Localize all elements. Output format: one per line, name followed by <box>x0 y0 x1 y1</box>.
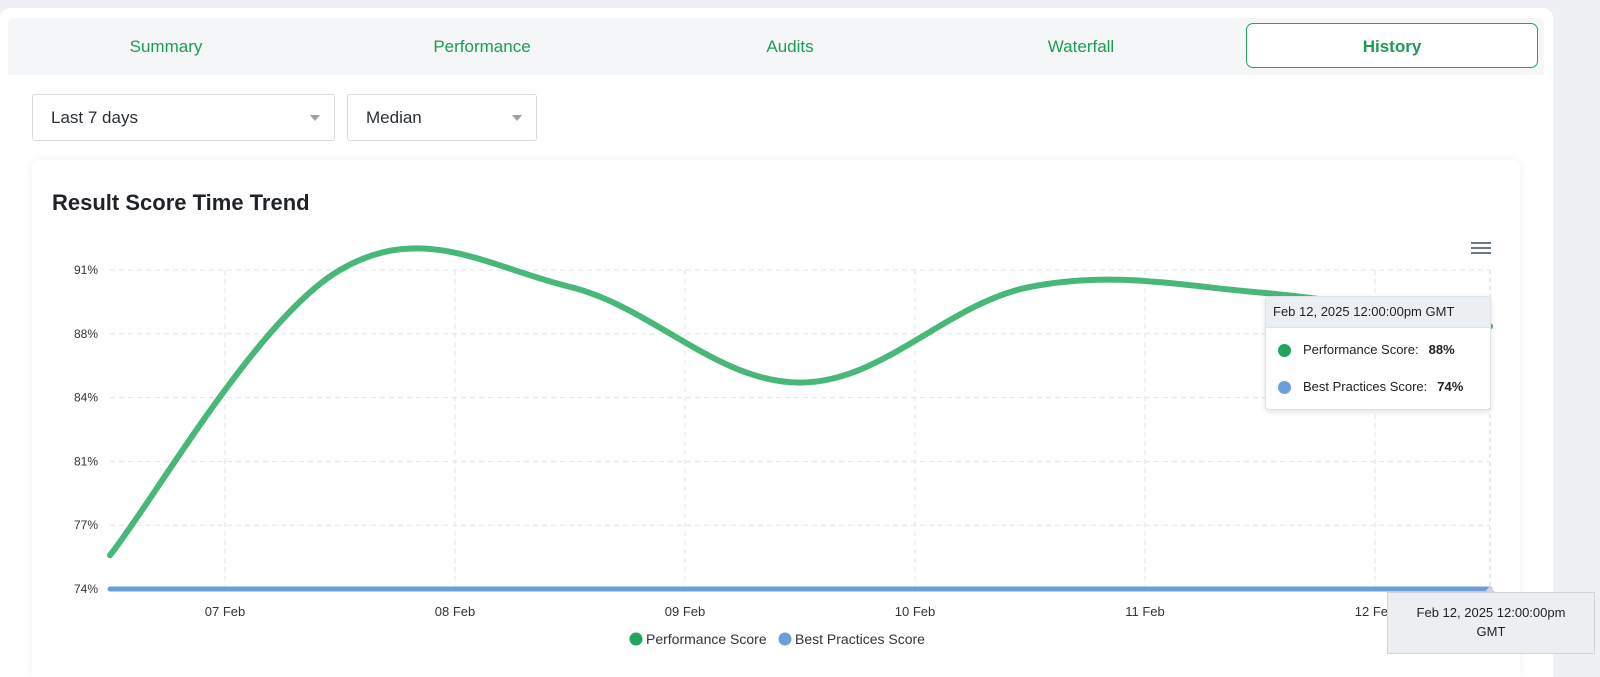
aggregate-select[interactable]: Median <box>347 94 537 141</box>
tooltip-row-best-practices: Best Practices Score: 74% <box>1278 377 1463 397</box>
date-range-select[interactable]: Last 7 days <box>32 94 335 141</box>
legend-label-best-practices: Best Practices Score <box>795 631 925 647</box>
tooltip-label: Performance Score: <box>1303 342 1419 357</box>
chevron-down-icon <box>310 115 320 121</box>
tab-summary[interactable]: Summary <box>129 37 203 56</box>
tab-audits[interactable]: Audits <box>766 37 814 56</box>
x-axis-tooltip-line1: Feb 12, 2025 12:00:00pm <box>1416 605 1566 620</box>
tab-history[interactable]: History <box>1246 23 1538 68</box>
performance-dot-icon <box>1278 343 1291 357</box>
x-tick-label: 09 Feb <box>665 604 705 619</box>
legend-label-performance: Performance Score <box>646 631 767 647</box>
chart-title: Result Score Time Trend <box>52 190 310 215</box>
y-tick-label: 88% <box>74 327 98 341</box>
y-tick-label: 84% <box>74 391 98 405</box>
y-tick-label: 91% <box>74 263 98 277</box>
date-range-value: Last 7 days <box>51 108 138 127</box>
x-tick-label: 12 Feb <box>1355 604 1395 619</box>
tooltip-arrow <box>1484 586 1496 593</box>
tooltip-row-performance: Performance Score: 88% <box>1278 340 1455 360</box>
x-tick-label: 10 Feb <box>895 604 935 619</box>
tab-waterfall[interactable]: Waterfall <box>1047 37 1115 56</box>
point-tooltip: Feb 12, 2025 12:00:00pm GMT Performance … <box>1265 296 1491 410</box>
x-tick-label: 07 Feb <box>205 604 245 619</box>
tooltip-header: Feb 12, 2025 12:00:00pm GMT <box>1266 297 1490 328</box>
legend-marker-best-practices <box>778 632 792 646</box>
tooltip-value: 74% <box>1437 379 1464 394</box>
y-tick-label: 81% <box>74 454 98 468</box>
x-axis-tooltip: Feb 12, 2025 12:00:00pm GMT <box>1387 586 1595 654</box>
tooltip-value: 88% <box>1428 342 1455 357</box>
x-tick-label: 08 Feb <box>435 604 475 619</box>
legend-marker-performance <box>629 632 643 646</box>
tooltip-label: Best Practices Score: <box>1303 379 1428 394</box>
x-axis-tooltip-line2: GMT <box>1476 624 1506 639</box>
series-line-performance <box>107 245 1493 559</box>
y-tick-label: 74% <box>74 582 98 596</box>
chevron-down-icon <box>512 115 522 121</box>
best-practices-dot-icon <box>1278 380 1291 394</box>
x-tick-label: 11 Feb <box>1125 604 1165 619</box>
y-tick-label: 77% <box>74 518 98 532</box>
aggregate-value: Median <box>366 108 422 127</box>
tab-bar: Summary Performance Audits Waterfall His… <box>8 18 1544 75</box>
tab-performance[interactable]: Performance <box>433 37 531 56</box>
hamburger-menu-icon[interactable] <box>1471 242 1491 256</box>
